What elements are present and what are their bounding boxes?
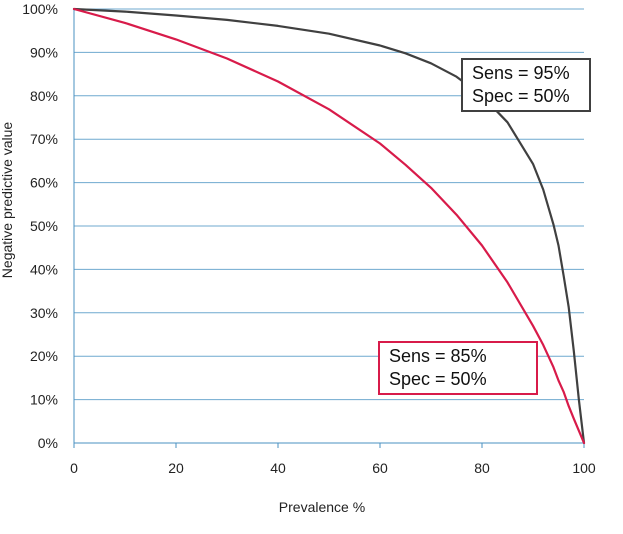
x-tick-label: 0	[70, 460, 78, 476]
y-tick-label: 20%	[30, 348, 58, 364]
annotation-line: Sens = 85%	[389, 346, 487, 366]
series-line-2	[72, 7, 586, 445]
x-tick-label: 40	[270, 460, 286, 476]
annotations: Sens = 95% Spec = 50% Sens = 85% Spec = 50%	[378, 58, 591, 395]
x-tick-label: 80	[474, 460, 490, 476]
annotation-frame	[461, 58, 591, 112]
y-tick-label: 60%	[30, 175, 58, 191]
x-tick-label: 20	[168, 460, 184, 476]
y-tick-label: 10%	[30, 392, 58, 408]
y-tick-label: 100%	[22, 1, 58, 17]
annotation-line: Spec = 50%	[472, 86, 570, 106]
y-tick-label: 80%	[30, 88, 58, 104]
annotation-line: Sens = 95%	[472, 63, 570, 83]
y-tick-label: 50%	[30, 218, 58, 234]
x-axis-title: Prevalence %	[279, 499, 365, 515]
y-tick-label: 40%	[30, 261, 58, 277]
y-tick-label: 0%	[38, 435, 58, 451]
axes	[73, 9, 585, 448]
annotation-frame	[378, 341, 538, 395]
x-tick-label: 60	[372, 460, 388, 476]
annotation-box-1: Sens = 95% Spec = 50%	[461, 58, 591, 112]
annotation-line: Spec = 50%	[389, 369, 487, 389]
x-tick-labels: 0 20 40 60 80 100	[70, 460, 596, 476]
y-tick-label: 90%	[30, 44, 58, 60]
y-axis-title: Negative predictive value	[0, 122, 15, 279]
annotation-box-2: Sens = 85% Spec = 50%	[378, 341, 538, 395]
y-tick-labels: 0% 10% 20% 30% 40% 50% 60% 70% 80% 90% 100%	[22, 1, 58, 451]
gridlines	[74, 8, 584, 401]
x-tick-label: 100	[572, 460, 596, 476]
y-tick-label: 70%	[30, 131, 58, 147]
y-tick-label: 30%	[30, 305, 58, 321]
